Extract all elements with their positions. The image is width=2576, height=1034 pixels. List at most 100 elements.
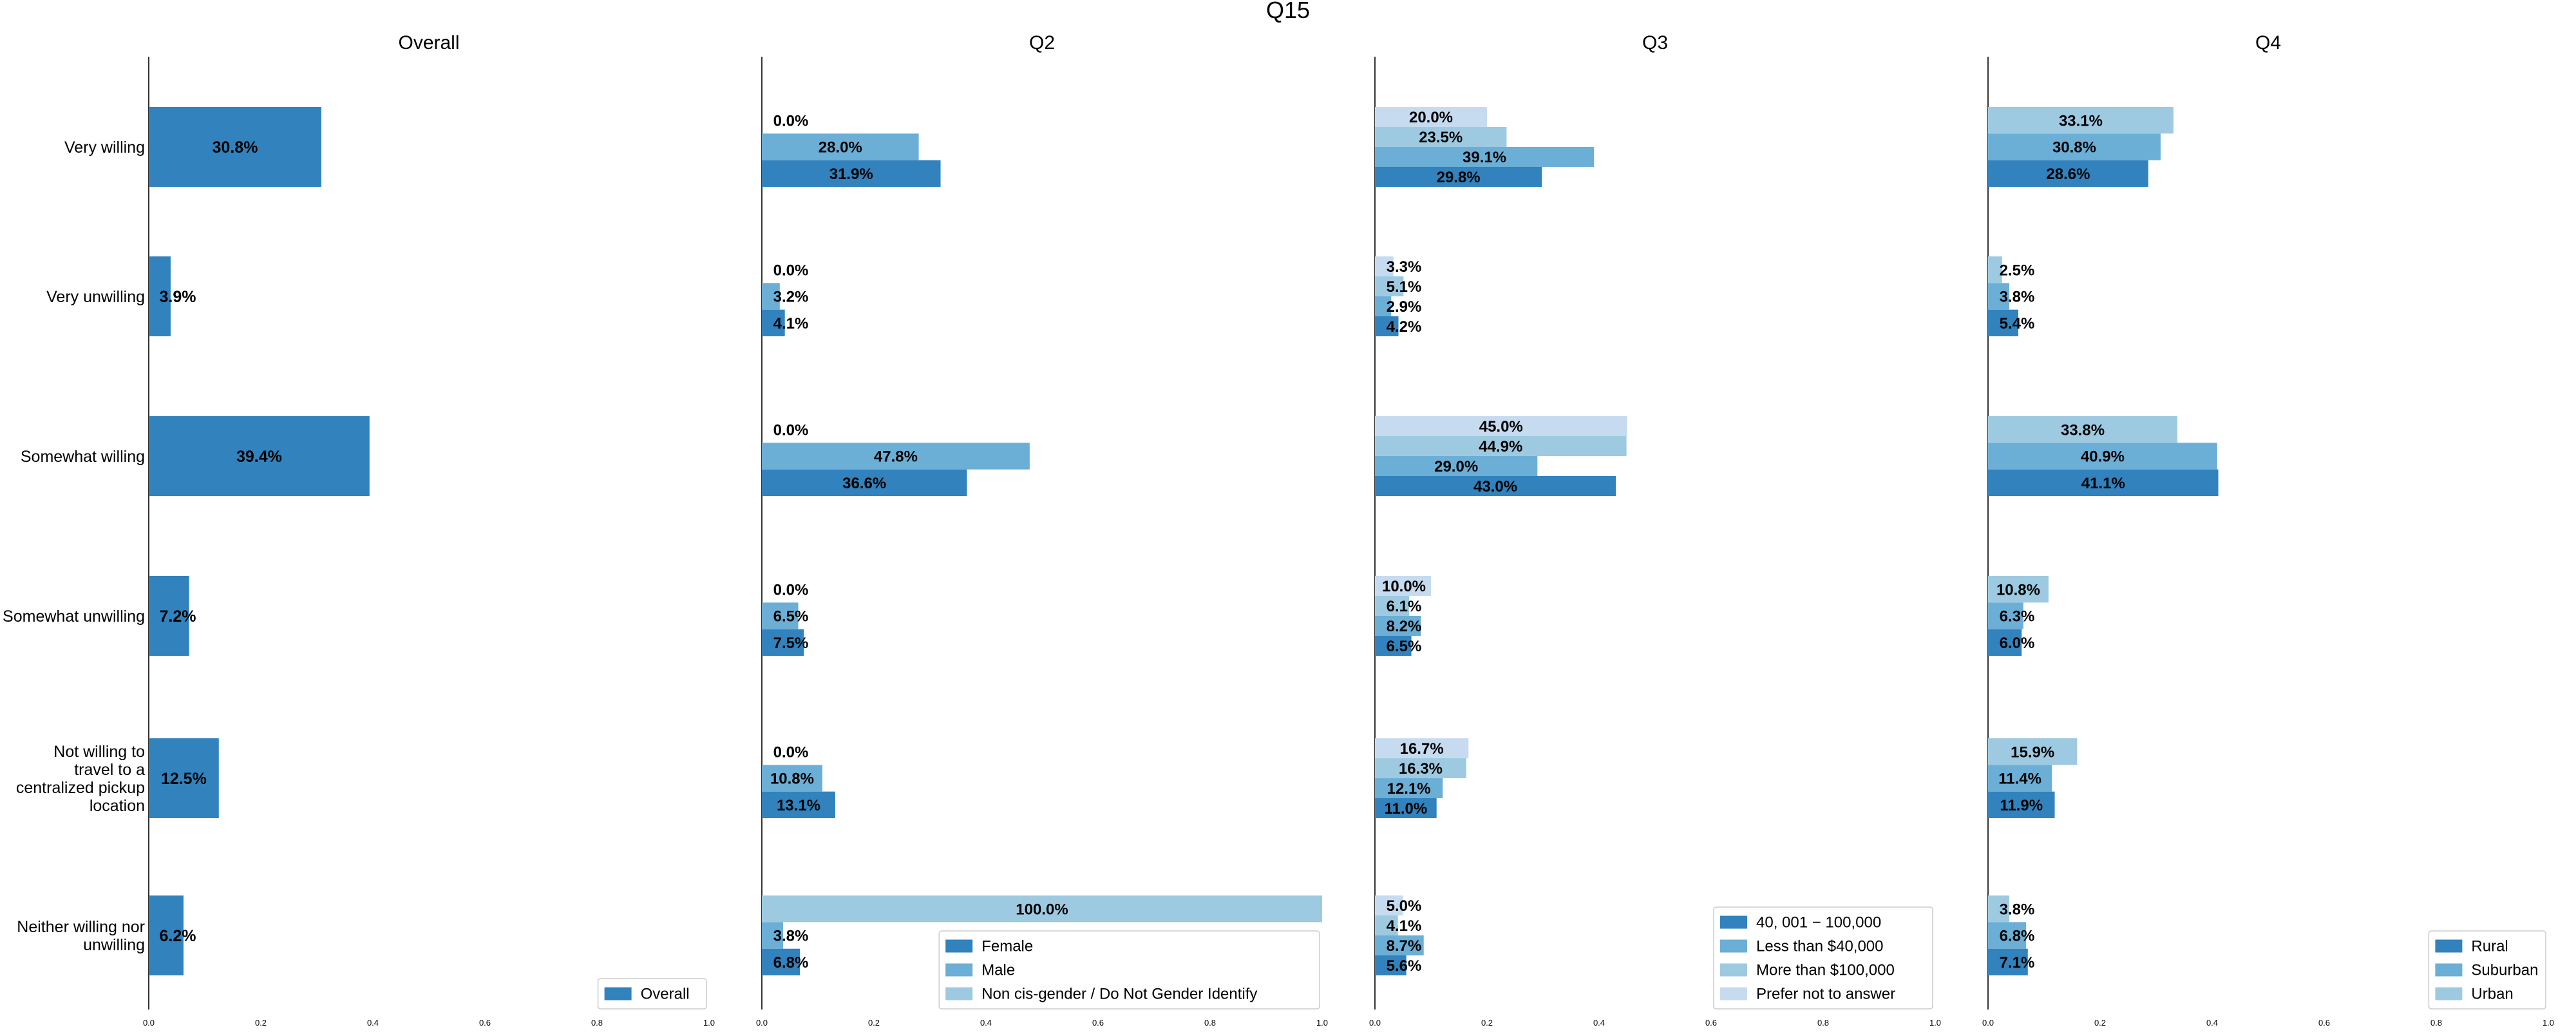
data-label: 0.0% xyxy=(773,112,809,129)
data-label: 3.3% xyxy=(1387,258,1422,276)
bar xyxy=(1988,765,2052,792)
x-tick-label: 0.2 xyxy=(2094,1018,2106,1028)
bar xyxy=(1988,256,2002,283)
bar xyxy=(1375,167,1542,187)
data-label: 10.8% xyxy=(1996,581,2040,598)
legend-swatch xyxy=(945,939,973,953)
data-label: 39.1% xyxy=(1463,149,1506,166)
legend-swatch xyxy=(604,987,632,1000)
bar xyxy=(1988,160,2148,187)
data-label: 2.9% xyxy=(1387,298,1422,316)
data-label: 16.7% xyxy=(1400,740,1444,758)
legend-swatch xyxy=(1720,939,1747,953)
legend-swatch xyxy=(2435,939,2463,953)
category-label: Somewhat unwilling xyxy=(3,608,145,626)
data-label: 3.9% xyxy=(160,288,196,306)
data-label: 40.9% xyxy=(2081,448,2125,466)
data-label: 4.1% xyxy=(773,315,809,332)
x-tick-label: 0.0 xyxy=(1982,1018,1994,1028)
category-label: Somewhat willing xyxy=(21,448,145,466)
legend-label: 40, 001 − 100,000 xyxy=(1756,914,1881,932)
data-label: 5.0% xyxy=(1387,897,1422,915)
data-label: 4.1% xyxy=(1387,917,1422,935)
x-tick-label: 0.0 xyxy=(756,1018,768,1028)
x-tick-label: 0.2 xyxy=(868,1018,880,1028)
bar xyxy=(1375,596,1410,616)
x-tick-label: 0.6 xyxy=(1092,1018,1104,1028)
data-label: 0.0% xyxy=(773,581,809,598)
bar xyxy=(149,256,171,336)
bar xyxy=(1375,476,1616,496)
x-tick-label: 0.4 xyxy=(2206,1018,2218,1028)
x-tick-label: 0.6 xyxy=(479,1018,491,1028)
legend-swatch xyxy=(1720,915,1747,929)
legend: Female Male Non cis-gender / Do Not Gender… xyxy=(938,930,1320,1010)
bar xyxy=(1988,738,2078,765)
bar xyxy=(1375,147,1595,167)
legend-label: Male xyxy=(981,962,1015,979)
legend: Rural Suburban Urban xyxy=(2428,930,2546,1010)
data-label: 11.9% xyxy=(2000,797,2043,814)
bar xyxy=(1988,791,2055,818)
bar xyxy=(1988,309,2018,336)
data-label: 11.4% xyxy=(1998,771,2041,788)
data-label: 5.6% xyxy=(1387,957,1422,975)
legend-swatch xyxy=(2435,963,2463,977)
data-label: 39.4% xyxy=(236,448,282,466)
x-tick-label: 0.0 xyxy=(143,1018,155,1028)
panels-layer: Overall 0.0 0.2 0.4 0.6 0.8 1.0 Very willing Ver… xyxy=(3,32,2554,1028)
x-tick-label: 1.0 xyxy=(1929,1018,1941,1028)
legend-swatch xyxy=(945,987,973,1000)
data-label: 6.3% xyxy=(2000,608,2035,626)
x-tick-label: 0.0 xyxy=(1369,1018,1381,1028)
bar xyxy=(762,160,941,187)
bar xyxy=(149,416,370,496)
x-tick-label: 0.2 xyxy=(1481,1018,1493,1028)
bar xyxy=(1375,296,1392,316)
data-label: 7.1% xyxy=(2000,954,2035,972)
bar xyxy=(1375,416,1627,436)
legend-label: Suburban xyxy=(2471,962,2538,979)
bar xyxy=(1375,436,1627,456)
bar xyxy=(1988,629,2022,656)
legend-label: Female xyxy=(981,938,1033,955)
x-tick-label: 0.8 xyxy=(1817,1018,1829,1028)
bar xyxy=(149,738,219,818)
x-tick-label: 0.8 xyxy=(2430,1018,2442,1028)
bar xyxy=(1375,456,1538,476)
bar xyxy=(762,602,799,629)
x-tick-label: 1.0 xyxy=(2543,1018,2554,1028)
data-label: 6.8% xyxy=(2000,928,2035,945)
legend-frame xyxy=(1713,906,1933,1010)
data-label: 28.0% xyxy=(819,139,862,157)
category-label: Very willing xyxy=(64,139,145,157)
legend-label: Non cis-gender / Do Not Gender Identify xyxy=(981,986,1257,1003)
legend-label: Rural xyxy=(2471,938,2508,955)
data-label: 12.5% xyxy=(161,770,207,788)
x-tick-label: 0.4 xyxy=(367,1018,379,1028)
bar xyxy=(1375,616,1421,636)
legend-swatch xyxy=(1720,987,1747,1000)
data-label: 12.1% xyxy=(1387,780,1431,798)
data-label: 0.0% xyxy=(773,262,809,279)
data-label: 30.8% xyxy=(2052,139,2096,157)
legend-label: Urban xyxy=(2471,986,2513,1003)
x-tick-label: 0.8 xyxy=(1204,1018,1216,1028)
bar xyxy=(1375,738,1469,758)
bar xyxy=(1988,922,2027,949)
data-label: 13.1% xyxy=(777,797,820,814)
legend-swatch xyxy=(2435,987,2463,1000)
data-label: 10.0% xyxy=(1382,578,1426,595)
data-label: 3.8% xyxy=(2000,901,2035,918)
data-label: 33.1% xyxy=(2059,112,2103,129)
data-label: 2.5% xyxy=(2000,262,2035,279)
bar xyxy=(1375,935,1424,955)
bar xyxy=(1988,602,2023,629)
data-label: 0.0% xyxy=(773,421,809,439)
legend: 40, 001 − 100,000 Less than $40,000 More t… xyxy=(1713,906,1933,1010)
bar xyxy=(1988,576,2049,603)
chart-title: Q15 xyxy=(1266,0,1310,23)
bar xyxy=(1988,948,2028,975)
legend-swatch xyxy=(945,963,973,977)
